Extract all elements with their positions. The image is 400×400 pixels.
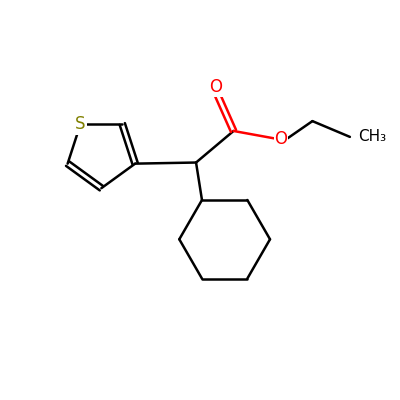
Text: O: O — [274, 130, 287, 148]
Text: O: O — [209, 78, 222, 96]
Text: CH₃: CH₃ — [358, 129, 386, 144]
Text: S: S — [75, 115, 86, 133]
